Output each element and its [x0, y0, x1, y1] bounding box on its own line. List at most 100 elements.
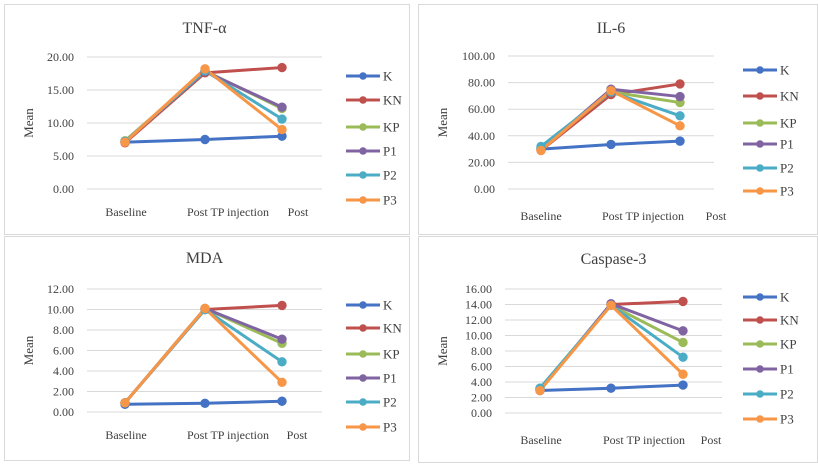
data-point-k: [675, 136, 685, 146]
legend-label: K: [780, 290, 790, 305]
series-line-p3: [538, 303, 685, 392]
legend-label: P2: [780, 387, 794, 402]
legend-marker-p1: [756, 365, 764, 373]
legend-marker-p2: [359, 171, 367, 179]
legend-label: P2: [383, 168, 397, 183]
data-point-k: [277, 396, 287, 406]
legend-label: KP: [780, 337, 797, 352]
chart-svg: IL-6 0.00 20.00 40.00 60.00 80.00 100.00 Mean Ba…: [435, 20, 799, 223]
data-point-k: [678, 380, 688, 390]
legend-marker-p3: [359, 423, 367, 431]
legend-marker-k: [756, 66, 764, 74]
legend-label: KN: [780, 89, 799, 104]
y-tick-label: 10.00: [47, 303, 74, 317]
data-point-kn: [277, 300, 287, 311]
series-line-kp: [540, 90, 681, 149]
y-tick-label: 16.00: [465, 282, 492, 296]
y-tick-label: 0.00: [474, 182, 495, 196]
chart-panel-tnf-alpha: TNF-α 0.00 5.00 10.00 15.00 20.00 Mean Baseline…: [4, 4, 410, 235]
series-line-p2: [124, 69, 283, 143]
y-tick-label: 14.00: [465, 298, 492, 312]
data-point-p3: [535, 385, 545, 396]
legend-marker-kn: [756, 92, 764, 100]
y-tick-label: 40.00: [468, 129, 495, 143]
data-point-k: [200, 398, 210, 408]
series-line-p2: [123, 308, 283, 404]
data-point-p2: [277, 114, 287, 124]
y-tick-label: 80.00: [468, 76, 495, 90]
x-tick-label: Baseline: [520, 209, 561, 223]
series-line-kp: [538, 303, 684, 390]
y-axis-label: Mean: [435, 107, 450, 137]
x-tick-label: Post: [706, 209, 727, 223]
series-line-p2: [538, 303, 684, 390]
y-tick-label: 8.00: [471, 344, 492, 358]
data-point-kn: [675, 79, 685, 89]
legend-label: K: [383, 298, 393, 313]
legend-marker-kp: [756, 119, 764, 127]
data-point-p3: [277, 377, 287, 387]
data-point-p3: [120, 137, 130, 147]
data-point-p2: [678, 352, 688, 362]
series-line-kp: [123, 306, 283, 404]
x-tick-label: Baseline: [105, 428, 146, 442]
series-line-p1: [123, 306, 283, 404]
legend-label: P3: [383, 193, 397, 208]
x-tick-label: Post: [701, 433, 722, 447]
legend-label: KP: [383, 347, 400, 362]
series-line-p1: [538, 302, 684, 391]
legend-marker-p3: [756, 415, 764, 423]
chart-svg: Caspase-30.002.004.006.008.0010.0012.001…: [435, 251, 799, 447]
legend-label: KP: [383, 120, 400, 135]
x-tick-label: Baseline: [520, 433, 561, 447]
y-tick-label: 6.00: [471, 360, 492, 374]
legend-marker-p2: [359, 398, 367, 406]
y-tick-label: 12.00: [47, 282, 74, 296]
data-point-kp: [678, 337, 688, 348]
data-point-p3: [120, 398, 130, 408]
data-point-p1: [277, 334, 287, 344]
legend-marker-k: [359, 72, 367, 80]
legend-label: P2: [780, 161, 794, 176]
legend-marker-kp: [359, 350, 367, 358]
legend-marker-p1: [359, 147, 367, 155]
series-line-p3: [123, 306, 284, 404]
x-tick-label: Post: [288, 205, 309, 219]
legend-marker-p3: [756, 187, 764, 195]
y-tick-label: 4.00: [53, 364, 74, 378]
x-tick-label: Baseline: [105, 205, 146, 219]
data-point-p3: [678, 369, 688, 379]
data-point-k: [200, 134, 210, 145]
data-point-k: [606, 383, 616, 393]
chart-svg: TNF-α 0.00 5.00 10.00 15.00 20.00 Mean Baseline…: [21, 20, 402, 219]
y-tick-label: 12.00: [465, 313, 492, 327]
chart-title: Caspase-3: [581, 251, 647, 268]
chart-panel-mda: MDA 0.00 2.00 4.00 6.00 8.00 10.00 12.00 Mean Bas…: [4, 236, 410, 461]
chart-title: TNF-α: [183, 20, 228, 37]
chart-title: IL-6: [597, 20, 625, 37]
x-tick-label: Post TP injection: [602, 209, 684, 223]
y-tick-label: 4.00: [471, 375, 492, 389]
legend-label: P1: [780, 137, 794, 152]
legend-label: P3: [780, 412, 794, 427]
legend-label: KN: [780, 313, 799, 328]
x-tick-label: Post TP injection: [187, 428, 269, 442]
legend-marker-p2: [756, 390, 764, 398]
y-axis-label: Mean: [21, 108, 36, 138]
x-tick-label: Post TP injection: [187, 205, 269, 219]
chart-panel-il-6: IL-6 0.00 20.00 40.00 60.00 80.00 100.00 Mean Ba…: [418, 4, 818, 235]
y-tick-label: 60.00: [468, 102, 495, 116]
legend-marker-p1: [756, 140, 764, 148]
y-tick-label: 0.00: [53, 182, 74, 196]
legend-label: P1: [780, 362, 794, 377]
data-point-p3: [277, 124, 287, 135]
legend-marker-kn: [359, 324, 367, 332]
y-tick-label: 10.00: [465, 329, 492, 343]
y-tick-label: 20.00: [47, 50, 74, 64]
legend-label: P1: [383, 371, 397, 386]
legend-label: P3: [780, 184, 794, 199]
y-tick-label: 6.00: [53, 344, 74, 358]
legend-label: K: [383, 69, 393, 84]
y-tick-label: 2.00: [53, 385, 74, 399]
legend-label: KN: [383, 321, 402, 336]
